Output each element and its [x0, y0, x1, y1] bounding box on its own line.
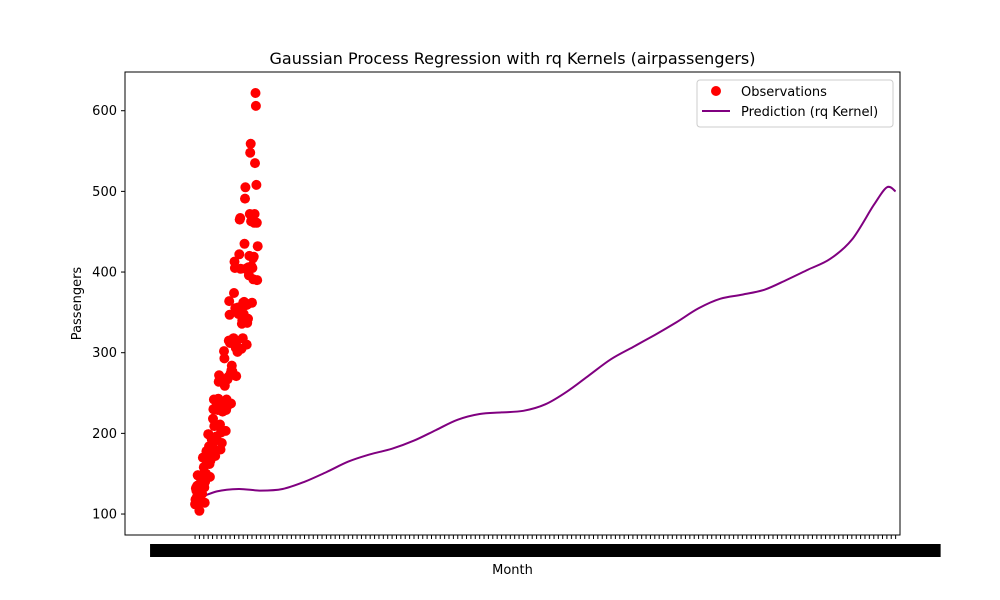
plot-area: 100 200 300 400 500 600	[92, 71, 941, 557]
observation-point	[247, 263, 258, 273]
observation-point	[241, 339, 252, 350]
observation-point	[234, 249, 245, 260]
observation-point	[231, 371, 242, 382]
chart-title: Gaussian Process Regression with rq Kern…	[270, 49, 756, 68]
y-tick-label: 100	[92, 508, 117, 523]
legend-observations-label: Observations	[741, 85, 827, 100]
observation-point	[248, 251, 259, 262]
observation-point	[245, 147, 256, 158]
observation-point	[251, 217, 262, 228]
observation-point	[224, 309, 235, 320]
observation-point	[229, 288, 239, 298]
observation-layer	[190, 88, 263, 516]
observation-point	[243, 313, 253, 324]
observation-point	[250, 88, 261, 98]
observation-point	[235, 213, 246, 223]
observation-point	[239, 238, 250, 249]
observation-point	[247, 297, 257, 308]
observation-point	[251, 179, 262, 190]
observation-point	[199, 497, 210, 508]
x-axis-ticks	[150, 535, 941, 557]
plot-frame	[124, 71, 901, 536]
x-tick-label	[850, 544, 941, 557]
observation-point	[226, 398, 236, 409]
legend: Observations Prediction (rq Kernel)	[696, 79, 894, 128]
y-tick-label: 200	[92, 427, 117, 442]
x-axis-label: Month	[492, 563, 533, 578]
prediction-line	[194, 185, 897, 501]
observation-point	[216, 438, 227, 448]
y-tick-label: 300	[92, 346, 117, 361]
y-tick-label: 500	[92, 185, 117, 200]
legend-observations-marker	[711, 86, 721, 96]
y-tick-label: 600	[92, 104, 117, 119]
prediction-layer	[194, 185, 897, 501]
observation-point	[220, 425, 231, 436]
observation-point	[240, 182, 251, 193]
observation-point	[204, 471, 215, 482]
observation-point	[252, 241, 263, 252]
y-axis-ticks: 100 200 300 400 500 600	[92, 104, 125, 523]
y-axis-label: Passengers	[70, 267, 85, 341]
observation-point	[219, 346, 229, 357]
observation-point	[194, 505, 205, 516]
observation-point	[250, 100, 261, 111]
legend-prediction-label: Prediction (rq Kernel)	[741, 105, 878, 120]
observation-point	[219, 353, 230, 364]
observation-point	[250, 158, 260, 169]
observation-point	[240, 193, 250, 204]
observation-point	[224, 296, 235, 307]
observation-point	[245, 138, 256, 149]
legend-box	[696, 79, 894, 128]
observation-point	[249, 209, 260, 219]
y-tick-label: 400	[92, 266, 117, 281]
observation-point	[252, 275, 263, 286]
